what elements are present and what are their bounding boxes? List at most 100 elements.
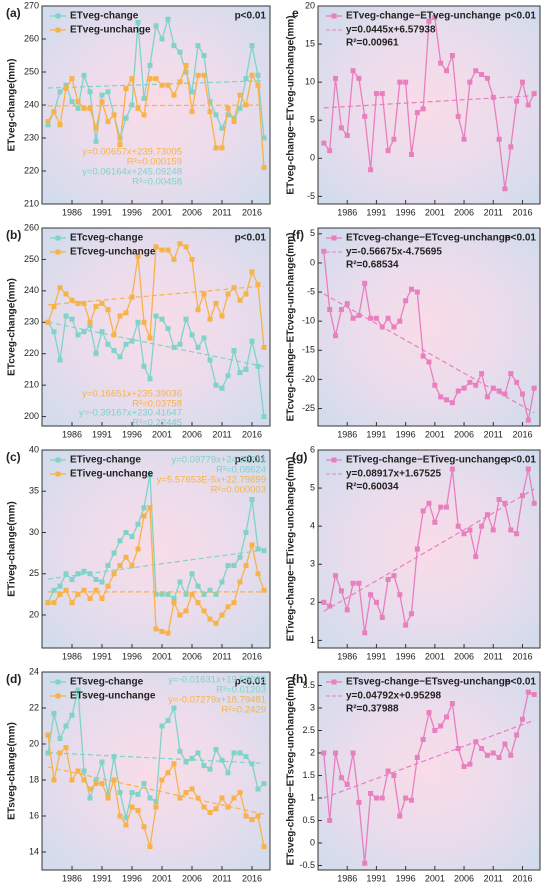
data-point <box>201 72 207 78</box>
data-point <box>408 797 414 803</box>
data-point <box>438 60 444 66</box>
fit-equation: y=0.06164x+245.09248 <box>82 167 182 178</box>
x-tick-label: 1991 <box>366 207 386 217</box>
data-point <box>473 739 479 745</box>
data-point <box>75 687 81 693</box>
legend-label: ETiveg-change−ETiveg-unchange <box>346 455 506 466</box>
fit-equation: y=0.00657x+239.73005 <box>82 147 182 158</box>
x-tick-label: 1986 <box>337 873 357 883</box>
data-point <box>350 315 356 321</box>
data-point <box>129 804 135 810</box>
data-point <box>327 603 333 609</box>
data-point <box>171 761 177 767</box>
data-point <box>159 591 165 597</box>
data-point <box>255 546 261 552</box>
data-point <box>327 818 333 823</box>
y-tick-label: 16 <box>29 810 39 820</box>
y-axis-title: ETsveg-change−ETsveg-unchange(mm) <box>286 677 297 866</box>
data-point <box>420 737 426 742</box>
data-point <box>141 95 147 101</box>
data-point <box>496 136 502 142</box>
data-point <box>87 786 93 792</box>
data-point <box>51 109 57 115</box>
fit-equation: y=0.08917x+1.67525 <box>346 469 442 480</box>
data-point <box>153 799 159 805</box>
data-point <box>455 746 461 751</box>
data-point <box>508 527 514 533</box>
data-point <box>105 795 111 801</box>
data-point <box>231 348 237 354</box>
x-tick-label: 1991 <box>366 651 386 661</box>
fit-r2: R²=0.22445 <box>132 418 182 429</box>
data-point <box>531 500 537 506</box>
data-point <box>57 736 63 742</box>
fit-r2: R²=0.01203 <box>216 685 266 696</box>
data-point <box>99 92 105 98</box>
data-point <box>147 795 153 801</box>
data-point <box>243 291 249 297</box>
data-point <box>153 804 159 810</box>
data-point <box>338 307 344 313</box>
data-point <box>153 244 159 250</box>
data-point <box>183 69 189 75</box>
legend-marker <box>55 679 61 685</box>
data-point <box>75 99 81 105</box>
data-point <box>105 563 111 568</box>
x-tick-label: 2006 <box>182 651 202 661</box>
data-point <box>444 68 450 74</box>
data-point <box>261 414 267 420</box>
y-tick-label: 24 <box>29 666 39 676</box>
data-point <box>129 338 135 344</box>
data-point <box>525 417 531 423</box>
y-tick-label: 0 <box>310 257 315 267</box>
plot-background <box>317 671 541 871</box>
data-point <box>225 804 231 810</box>
data-point <box>45 750 51 756</box>
data-point <box>255 571 261 577</box>
data-point <box>207 766 213 772</box>
data-point <box>63 291 69 297</box>
data-point <box>117 142 123 148</box>
x-tick-label: 2006 <box>454 207 474 217</box>
data-point <box>81 568 87 574</box>
legend-marker <box>55 235 61 241</box>
data-point <box>379 91 385 97</box>
data-point <box>219 757 225 763</box>
data-point <box>333 750 339 756</box>
y-axis-title: ETiveg-change−ETiveg-unchange(mm) <box>286 457 297 641</box>
trend-line <box>47 104 265 107</box>
data-point <box>159 36 165 42</box>
data-point <box>147 376 153 382</box>
legend-marker <box>55 457 61 463</box>
data-point <box>327 307 333 313</box>
data-point <box>237 750 243 756</box>
x-tick-label: 1986 <box>62 429 82 439</box>
data-point <box>385 315 391 321</box>
data-point <box>373 795 379 801</box>
trend-line <box>323 488 535 612</box>
data-point <box>508 144 514 150</box>
data-point <box>93 351 99 357</box>
data-point <box>231 600 237 606</box>
data-point <box>183 608 189 614</box>
data-point <box>449 701 455 706</box>
x-tick-label: 2011 <box>212 873 231 883</box>
data-point <box>225 373 231 379</box>
data-point <box>81 768 87 774</box>
fit-equation: y=-0.56675x-4.75695 <box>346 247 442 258</box>
data-point <box>490 527 496 533</box>
data-point <box>63 86 69 91</box>
data-point <box>177 341 183 347</box>
data-point <box>87 596 93 601</box>
y-tick-label: 25 <box>29 568 39 578</box>
trend-line <box>323 95 535 109</box>
panel: 1986 1991 1996 2001 2006 2011 2016 -0.5 0 0.5 1 1.5… <box>286 671 541 883</box>
data-point <box>111 777 117 783</box>
data-point <box>213 746 219 752</box>
x-tick-label: 2006 <box>454 651 474 661</box>
data-point <box>231 285 237 291</box>
data-point <box>123 822 129 828</box>
data-point <box>249 542 255 548</box>
fit-r2: R²=0.60034 <box>346 482 399 493</box>
data-point <box>207 316 213 322</box>
